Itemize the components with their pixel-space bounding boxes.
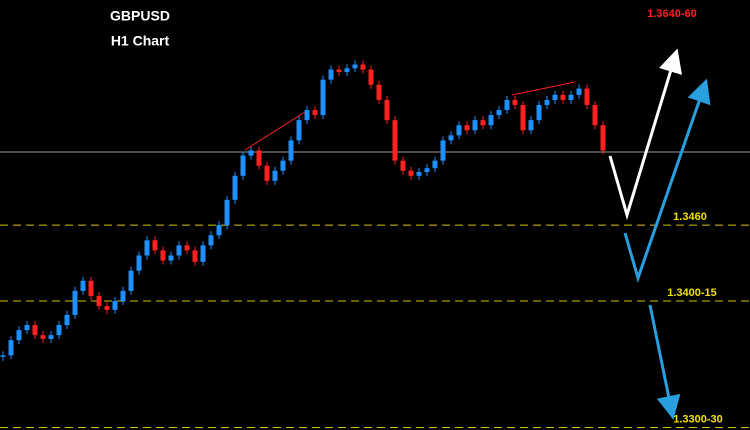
candle bbox=[200, 245, 206, 262]
candle bbox=[240, 155, 246, 176]
candle bbox=[0, 355, 6, 357]
candle bbox=[392, 120, 398, 161]
candle bbox=[296, 120, 302, 141]
candle bbox=[424, 168, 430, 172]
candle bbox=[520, 104, 526, 131]
candle bbox=[208, 235, 214, 246]
candle bbox=[312, 110, 318, 116]
candle bbox=[264, 165, 270, 181]
candle bbox=[528, 120, 534, 131]
projection-arrow bbox=[608, 48, 683, 221]
candle bbox=[32, 325, 38, 336]
candle bbox=[104, 306, 110, 310]
candle bbox=[488, 115, 494, 126]
candle bbox=[176, 245, 182, 256]
candle bbox=[112, 301, 118, 310]
candle bbox=[144, 240, 150, 256]
candle bbox=[560, 94, 566, 100]
candle bbox=[464, 125, 470, 131]
candle bbox=[376, 84, 382, 100]
candle bbox=[24, 325, 30, 331]
candle bbox=[568, 94, 574, 100]
candle bbox=[120, 290, 126, 301]
candle bbox=[344, 68, 350, 73]
level-label: 1.3300-30 bbox=[673, 413, 723, 425]
projection-arrow bbox=[648, 304, 681, 420]
candle bbox=[256, 150, 262, 166]
candle bbox=[128, 270, 134, 291]
candle bbox=[448, 135, 454, 141]
candle bbox=[192, 250, 198, 262]
candle bbox=[440, 140, 446, 161]
candle bbox=[320, 79, 326, 116]
candle bbox=[224, 199, 230, 226]
candle bbox=[96, 295, 102, 307]
candle bbox=[304, 110, 310, 121]
candle bbox=[160, 250, 166, 261]
candle bbox=[272, 170, 278, 181]
level-label: 1.3460 bbox=[673, 211, 707, 223]
candle bbox=[216, 225, 222, 236]
candle bbox=[288, 140, 294, 161]
candle bbox=[88, 280, 94, 296]
trend-line bbox=[244, 111, 306, 151]
candle bbox=[248, 150, 254, 156]
candle bbox=[280, 160, 286, 171]
candle bbox=[40, 335, 46, 339]
candle bbox=[48, 335, 54, 339]
level-label: 1.3400-15 bbox=[667, 287, 717, 299]
candle bbox=[232, 175, 238, 200]
candle bbox=[472, 120, 478, 131]
candle bbox=[16, 330, 22, 341]
candle bbox=[576, 88, 582, 95]
candle bbox=[328, 69, 334, 80]
candle bbox=[352, 64, 358, 69]
candle bbox=[504, 99, 510, 111]
candle bbox=[552, 94, 558, 100]
candle bbox=[480, 120, 486, 126]
chart-subtitle: H1 Chart bbox=[111, 33, 170, 49]
candle bbox=[408, 170, 414, 176]
candle bbox=[8, 340, 14, 356]
candle bbox=[496, 110, 502, 116]
candle bbox=[64, 314, 70, 326]
candle bbox=[400, 160, 406, 171]
candle bbox=[360, 64, 366, 70]
candle bbox=[416, 172, 422, 176]
candle bbox=[384, 99, 390, 121]
candle bbox=[136, 255, 142, 271]
candle bbox=[584, 88, 590, 105]
candle bbox=[72, 290, 78, 315]
candle bbox=[56, 325, 62, 336]
candle bbox=[168, 255, 174, 261]
candle bbox=[544, 99, 550, 105]
candle bbox=[80, 280, 86, 291]
candle bbox=[184, 245, 190, 251]
trend-line bbox=[511, 81, 576, 96]
candle bbox=[456, 125, 462, 136]
marks bbox=[0, 60, 750, 428]
target-label: 1.3640-60 bbox=[647, 8, 697, 20]
projection-arrow bbox=[623, 78, 711, 283]
candle bbox=[368, 69, 374, 85]
candle bbox=[592, 104, 598, 126]
chart-title: GBPUSD bbox=[110, 8, 170, 24]
candle bbox=[512, 99, 518, 105]
candle bbox=[152, 240, 158, 251]
candle bbox=[536, 104, 542, 121]
candle bbox=[336, 69, 342, 73]
candle bbox=[432, 160, 438, 169]
candle bbox=[600, 125, 606, 151]
